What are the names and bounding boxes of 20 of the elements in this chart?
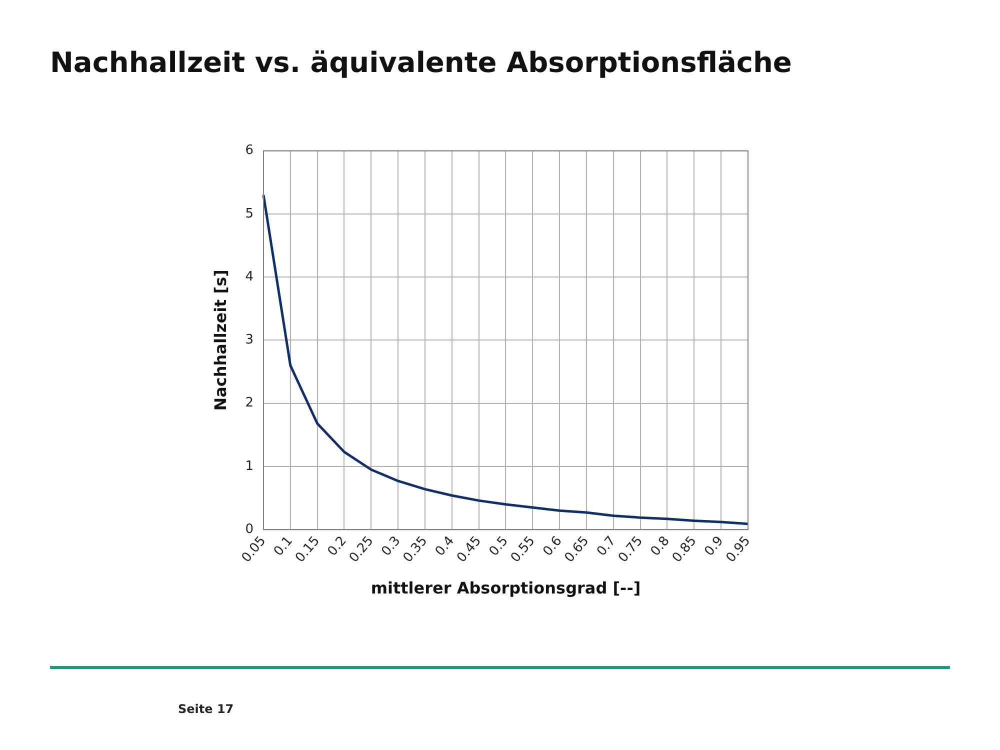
y-tick-label: 2	[245, 396, 254, 411]
y-tick-label: 4	[245, 269, 254, 284]
x-tick-label: 0.8	[648, 534, 673, 560]
y-tick-label: 0	[245, 522, 254, 537]
x-tick-label: 0.5	[486, 534, 512, 560]
x-tick-label: 0.3	[378, 534, 404, 560]
y-tick-label: 5	[245, 206, 254, 222]
y-tick-label: 6	[245, 143, 254, 158]
x-tick-label: 0.4	[432, 534, 458, 560]
y-axis-title: Nachhallzeit [s]	[210, 270, 230, 411]
chart-title: Nachhallzeit vs. äquivalente Absorptionsfläche	[50, 46, 792, 79]
x-tick-label: 0.1	[271, 534, 296, 560]
text: Seite 17	[178, 702, 234, 716]
y-tick-label: 3	[245, 332, 254, 348]
x-tick-label: 0.6	[540, 534, 566, 560]
x-tick-label: 0.2	[325, 534, 350, 560]
y-tick-label: 1	[245, 458, 254, 474]
x-axis-title: mittlerer Absorptionsgrad [--]	[370, 578, 641, 598]
x-tick-label: 0.9	[702, 534, 727, 560]
x-tick-label: 0.7	[594, 534, 620, 560]
